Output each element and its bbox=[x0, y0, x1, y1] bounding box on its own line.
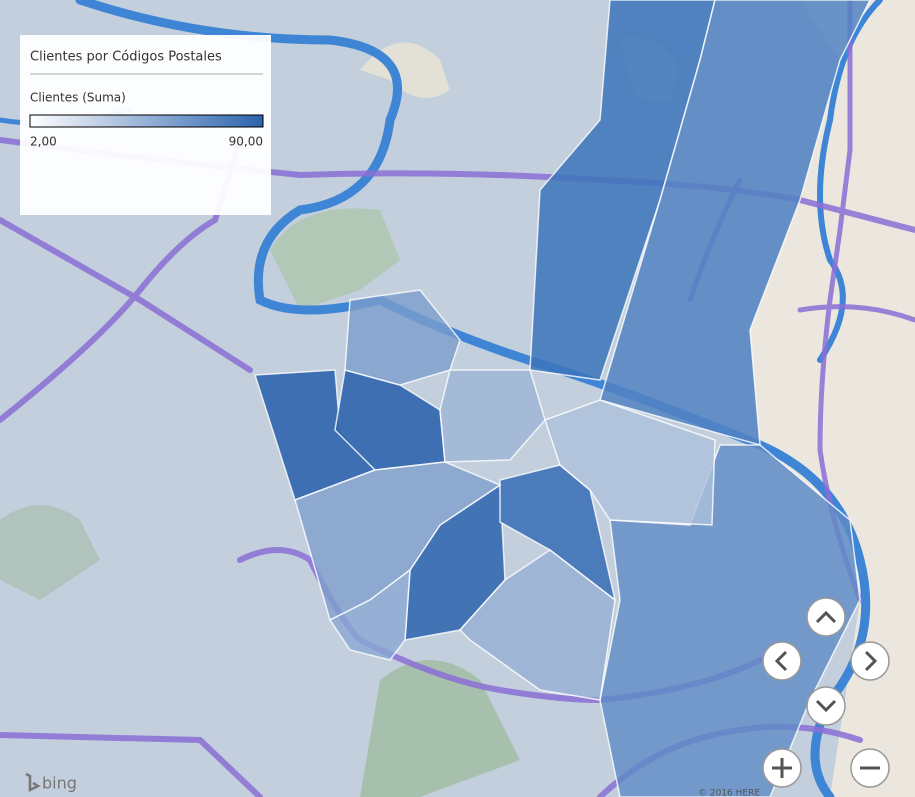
zoom-in[interactable] bbox=[762, 748, 802, 788]
map-copyright: © 2016 HERE bbox=[698, 789, 760, 797]
map-controls bbox=[762, 597, 890, 788]
pan-down[interactable] bbox=[806, 686, 846, 726]
legend-measure: Clientes (Suma) bbox=[30, 91, 126, 105]
map-logo: bing bbox=[42, 774, 77, 793]
legend-min: 2,00 bbox=[30, 135, 57, 149]
pan-up[interactable] bbox=[806, 597, 846, 637]
color-scale bbox=[29, 114, 264, 128]
postal-regions bbox=[253, 0, 871, 797]
legend-title: Clientes por Códigos Postales bbox=[30, 50, 222, 65]
legend-max: 90,00 bbox=[229, 135, 263, 149]
zoom-out[interactable] bbox=[850, 748, 890, 788]
logo-icon bbox=[25, 772, 41, 793]
pan-left[interactable] bbox=[762, 641, 802, 681]
pan-right[interactable] bbox=[850, 641, 890, 681]
legend: Clientes por Códigos Postales Clientes (… bbox=[20, 35, 271, 215]
